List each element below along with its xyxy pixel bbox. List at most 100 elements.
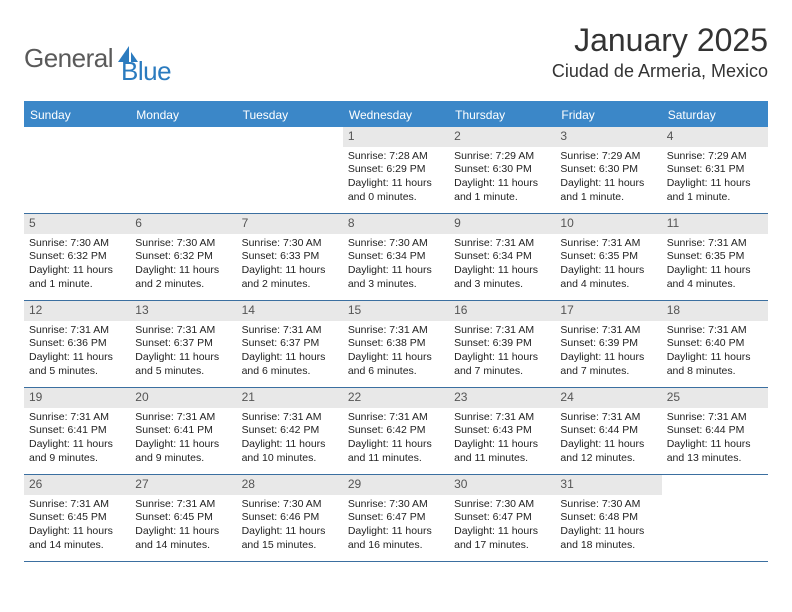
sunset-text: Sunset: 6:42 PM bbox=[242, 424, 338, 438]
sunset-text: Sunset: 6:37 PM bbox=[242, 337, 338, 351]
sunrise-text: Sunrise: 7:30 AM bbox=[560, 498, 656, 512]
sunset-text: Sunset: 6:36 PM bbox=[29, 337, 125, 351]
daylight-text-2: and 16 minutes. bbox=[348, 539, 444, 553]
day-number: 15 bbox=[343, 301, 449, 321]
location: Ciudad de Armeria, Mexico bbox=[552, 61, 768, 82]
sunset-text: Sunset: 6:33 PM bbox=[242, 250, 338, 264]
day-cell: 5Sunrise: 7:30 AMSunset: 6:32 PMDaylight… bbox=[24, 214, 130, 300]
day-number: 9 bbox=[449, 214, 555, 234]
sunset-text: Sunset: 6:40 PM bbox=[667, 337, 763, 351]
sunrise-text: Sunrise: 7:30 AM bbox=[348, 237, 444, 251]
daylight-text-2: and 3 minutes. bbox=[454, 278, 550, 292]
sunset-text: Sunset: 6:31 PM bbox=[667, 163, 763, 177]
daylight-text-1: Daylight: 11 hours bbox=[242, 264, 338, 278]
sunset-text: Sunset: 6:44 PM bbox=[667, 424, 763, 438]
day-number: 19 bbox=[24, 388, 130, 408]
daylight-text-1: Daylight: 11 hours bbox=[454, 177, 550, 191]
daylight-text-2: and 13 minutes. bbox=[667, 452, 763, 466]
daylight-text-2: and 5 minutes. bbox=[135, 365, 231, 379]
day-number: 20 bbox=[130, 388, 236, 408]
sunrise-text: Sunrise: 7:30 AM bbox=[348, 498, 444, 512]
day-number: 10 bbox=[555, 214, 661, 234]
day-number: 26 bbox=[24, 475, 130, 495]
daylight-text-2: and 10 minutes. bbox=[242, 452, 338, 466]
sunrise-text: Sunrise: 7:31 AM bbox=[667, 237, 763, 251]
sunrise-text: Sunrise: 7:28 AM bbox=[348, 150, 444, 164]
day-cell: 6Sunrise: 7:30 AMSunset: 6:32 PMDaylight… bbox=[130, 214, 236, 300]
daylight-text-2: and 9 minutes. bbox=[135, 452, 231, 466]
sunset-text: Sunset: 6:46 PM bbox=[242, 511, 338, 525]
sunset-text: Sunset: 6:35 PM bbox=[667, 250, 763, 264]
day-number: 24 bbox=[555, 388, 661, 408]
daylight-text-1: Daylight: 11 hours bbox=[29, 351, 125, 365]
sunset-text: Sunset: 6:30 PM bbox=[560, 163, 656, 177]
day-number: 3 bbox=[555, 127, 661, 147]
daylight-text-1: Daylight: 11 hours bbox=[29, 438, 125, 452]
title-block: January 2025 Ciudad de Armeria, Mexico bbox=[552, 22, 768, 82]
sunset-text: Sunset: 6:47 PM bbox=[348, 511, 444, 525]
daylight-text-2: and 9 minutes. bbox=[29, 452, 125, 466]
daylight-text-1: Daylight: 11 hours bbox=[348, 264, 444, 278]
day-cell bbox=[130, 127, 236, 213]
daylight-text-1: Daylight: 11 hours bbox=[560, 525, 656, 539]
day-cell: 16Sunrise: 7:31 AMSunset: 6:39 PMDayligh… bbox=[449, 301, 555, 387]
daylight-text-2: and 0 minutes. bbox=[348, 191, 444, 205]
sunrise-text: Sunrise: 7:31 AM bbox=[29, 411, 125, 425]
day-cell bbox=[237, 127, 343, 213]
daylight-text-1: Daylight: 11 hours bbox=[560, 351, 656, 365]
sunrise-text: Sunrise: 7:31 AM bbox=[135, 324, 231, 338]
daylight-text-1: Daylight: 11 hours bbox=[348, 177, 444, 191]
day-number: 16 bbox=[449, 301, 555, 321]
sunset-text: Sunset: 6:48 PM bbox=[560, 511, 656, 525]
sunset-text: Sunset: 6:39 PM bbox=[454, 337, 550, 351]
day-cell: 15Sunrise: 7:31 AMSunset: 6:38 PMDayligh… bbox=[343, 301, 449, 387]
sunset-text: Sunset: 6:38 PM bbox=[348, 337, 444, 351]
logo-text-general: General bbox=[24, 43, 113, 74]
daylight-text-2: and 1 minute. bbox=[454, 191, 550, 205]
day-cell: 2Sunrise: 7:29 AMSunset: 6:30 PMDaylight… bbox=[449, 127, 555, 213]
day-cell: 1Sunrise: 7:28 AMSunset: 6:29 PMDaylight… bbox=[343, 127, 449, 213]
daylight-text-2: and 11 minutes. bbox=[348, 452, 444, 466]
day-number: 30 bbox=[449, 475, 555, 495]
sunrise-text: Sunrise: 7:31 AM bbox=[242, 324, 338, 338]
sunrise-text: Sunrise: 7:31 AM bbox=[348, 411, 444, 425]
sunset-text: Sunset: 6:44 PM bbox=[560, 424, 656, 438]
day-cell bbox=[662, 475, 768, 561]
sunrise-text: Sunrise: 7:31 AM bbox=[135, 411, 231, 425]
daylight-text-1: Daylight: 11 hours bbox=[454, 525, 550, 539]
day-cell: 4Sunrise: 7:29 AMSunset: 6:31 PMDaylight… bbox=[662, 127, 768, 213]
daylight-text-2: and 15 minutes. bbox=[242, 539, 338, 553]
daylight-text-2: and 1 minute. bbox=[667, 191, 763, 205]
daylight-text-2: and 14 minutes. bbox=[135, 539, 231, 553]
sunset-text: Sunset: 6:41 PM bbox=[29, 424, 125, 438]
daylight-text-2: and 6 minutes. bbox=[242, 365, 338, 379]
day-cell: 12Sunrise: 7:31 AMSunset: 6:36 PMDayligh… bbox=[24, 301, 130, 387]
daylight-text-1: Daylight: 11 hours bbox=[348, 525, 444, 539]
day-number: 21 bbox=[237, 388, 343, 408]
day-cell: 26Sunrise: 7:31 AMSunset: 6:45 PMDayligh… bbox=[24, 475, 130, 561]
dow-wednesday: Wednesday bbox=[343, 103, 449, 127]
daylight-text-1: Daylight: 11 hours bbox=[348, 351, 444, 365]
dow-monday: Monday bbox=[130, 103, 236, 127]
day-cell bbox=[24, 127, 130, 213]
sunset-text: Sunset: 6:30 PM bbox=[454, 163, 550, 177]
daylight-text-2: and 3 minutes. bbox=[348, 278, 444, 292]
sunrise-text: Sunrise: 7:31 AM bbox=[667, 411, 763, 425]
sunrise-text: Sunrise: 7:31 AM bbox=[454, 411, 550, 425]
daylight-text-2: and 8 minutes. bbox=[667, 365, 763, 379]
sunset-text: Sunset: 6:35 PM bbox=[560, 250, 656, 264]
daylight-text-2: and 7 minutes. bbox=[454, 365, 550, 379]
daylight-text-1: Daylight: 11 hours bbox=[454, 351, 550, 365]
day-cell: 11Sunrise: 7:31 AMSunset: 6:35 PMDayligh… bbox=[662, 214, 768, 300]
daylight-text-2: and 12 minutes. bbox=[560, 452, 656, 466]
dow-thursday: Thursday bbox=[449, 103, 555, 127]
daylight-text-2: and 7 minutes. bbox=[560, 365, 656, 379]
sunset-text: Sunset: 6:32 PM bbox=[29, 250, 125, 264]
daylight-text-1: Daylight: 11 hours bbox=[560, 438, 656, 452]
day-cell: 30Sunrise: 7:30 AMSunset: 6:47 PMDayligh… bbox=[449, 475, 555, 561]
sunrise-text: Sunrise: 7:29 AM bbox=[560, 150, 656, 164]
daylight-text-1: Daylight: 11 hours bbox=[242, 525, 338, 539]
dow-friday: Friday bbox=[555, 103, 661, 127]
logo: General Blue bbox=[24, 22, 171, 87]
sunrise-text: Sunrise: 7:31 AM bbox=[560, 324, 656, 338]
